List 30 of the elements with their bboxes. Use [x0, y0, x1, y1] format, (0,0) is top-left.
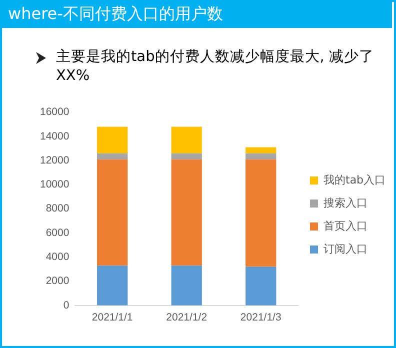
chart-title: where-不同付费入口的用户数	[0, 0, 392, 28]
y-tick-label: 14000	[40, 130, 70, 142]
legend-label: 订阅入口	[324, 242, 368, 256]
bar	[171, 159, 202, 266]
y-tick-label: 12000	[40, 154, 70, 166]
legend-label: 我的tab入口	[324, 173, 386, 186]
bar	[97, 126, 128, 154]
x-tick-label: 2021/1/1	[92, 312, 133, 324]
y-tick-label: 0	[63, 299, 70, 312]
legend-label: 首页入口	[324, 219, 368, 232]
bar	[246, 159, 276, 267]
legend-label: 搜索入口	[324, 196, 368, 210]
y-tick-label: 6000	[46, 226, 70, 239]
y-tick-label: 16000	[40, 106, 70, 118]
bar	[171, 153, 202, 160]
bar	[246, 147, 276, 154]
y-tick-label: 8000	[46, 202, 70, 215]
bar	[171, 126, 202, 154]
bar	[246, 153, 276, 160]
bar	[97, 153, 128, 160]
bar	[97, 266, 128, 306]
chart-subtitle: 主要是我的tab的付费人数减少幅度最大, 减少了XX%	[56, 48, 375, 86]
bar	[246, 266, 276, 306]
bar	[171, 266, 202, 306]
y-tick-label: 10000	[40, 178, 70, 191]
x-tick-label: 2021/1/3	[240, 312, 282, 324]
y-tick-label: 4000	[46, 251, 70, 264]
x-tick-label: 2021/1/2	[166, 312, 208, 324]
y-tick-label: 2000	[46, 275, 70, 288]
bar	[97, 159, 128, 266]
